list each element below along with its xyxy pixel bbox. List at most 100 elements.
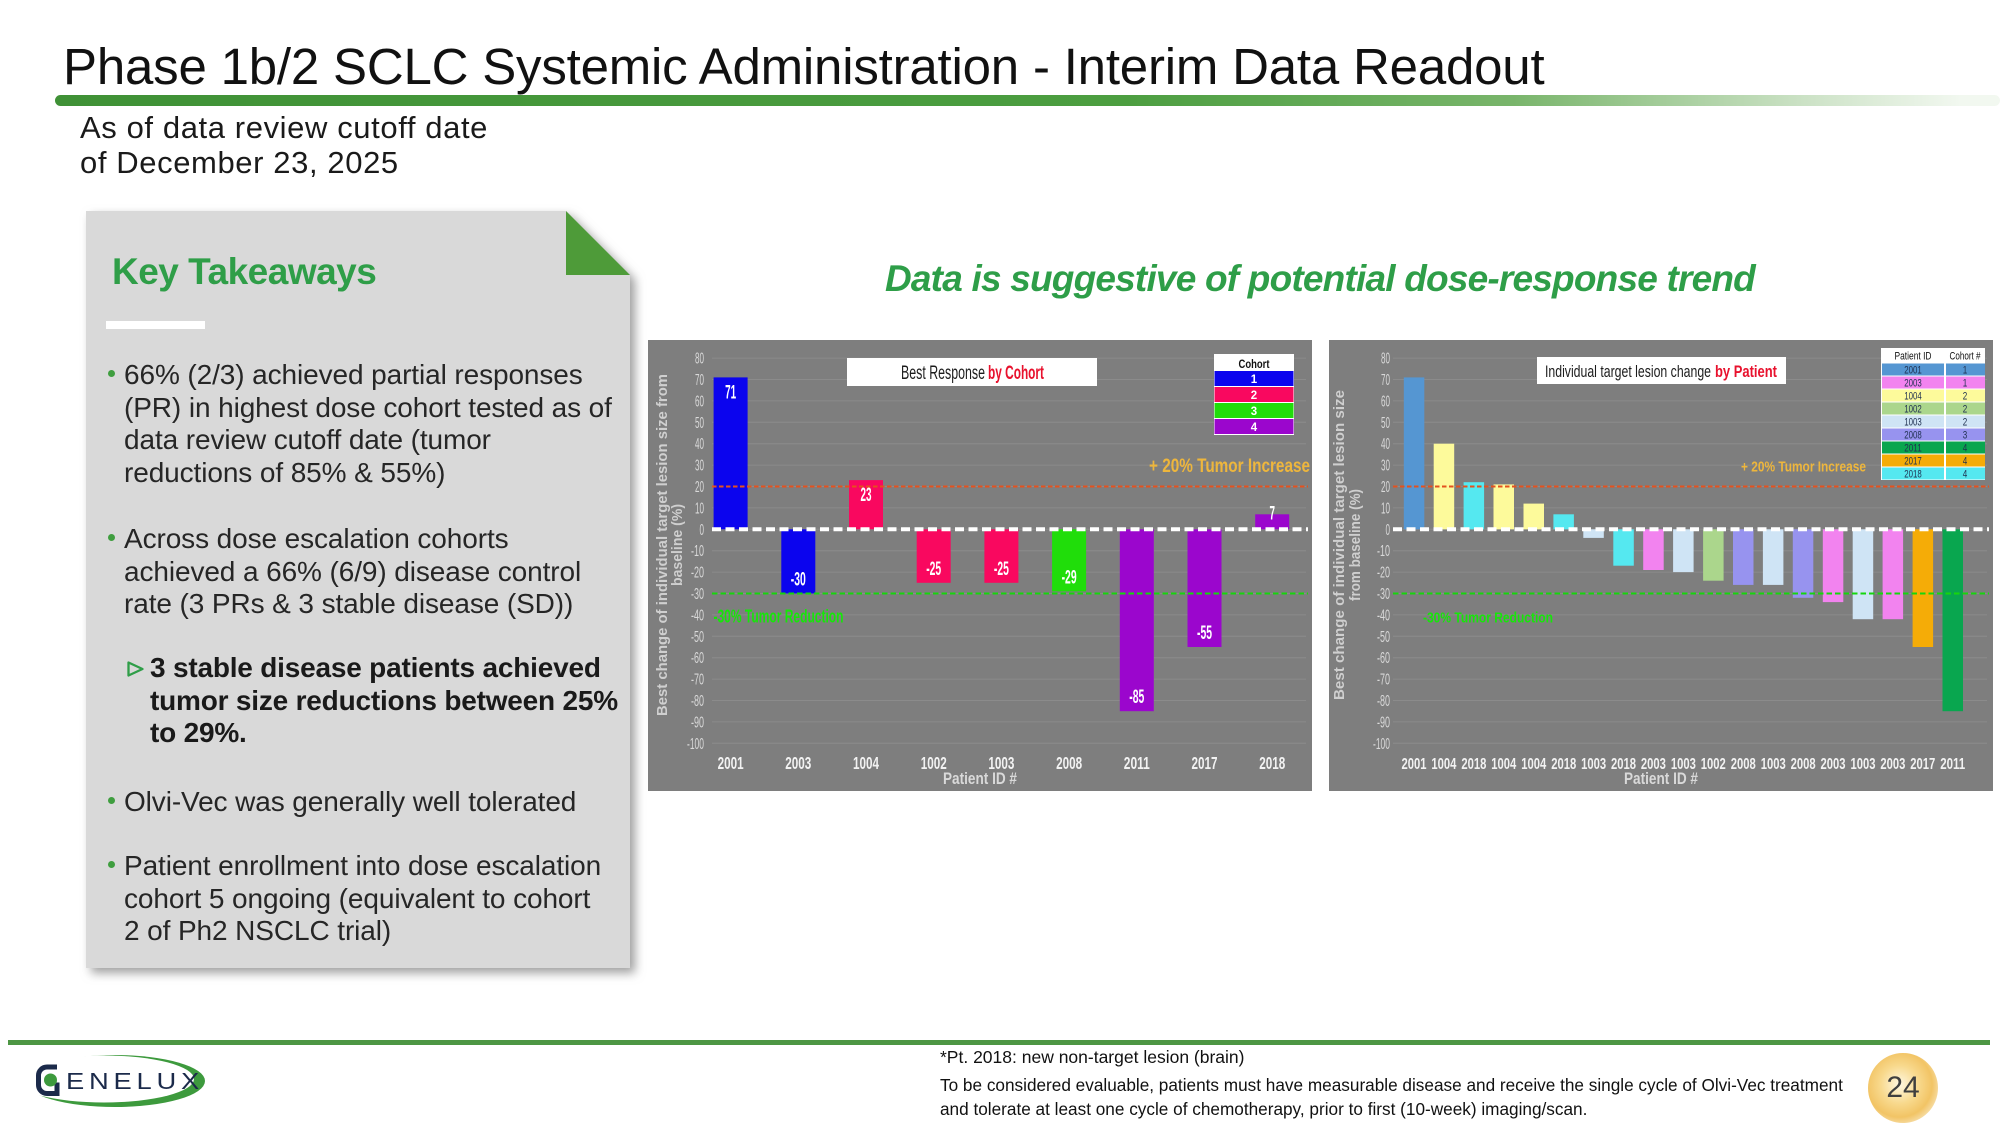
svg-text:2008: 2008 bbox=[1791, 756, 1816, 773]
svg-text:30: 30 bbox=[695, 458, 704, 475]
svg-text:-80: -80 bbox=[691, 693, 704, 710]
svg-text:-25: -25 bbox=[926, 559, 941, 580]
svg-text:10: 10 bbox=[1381, 500, 1390, 517]
svg-text:-100: -100 bbox=[687, 736, 704, 753]
svg-text:-20: -20 bbox=[1377, 565, 1390, 582]
svg-text:70: 70 bbox=[1381, 372, 1390, 389]
svg-text:2011: 2011 bbox=[1940, 756, 1965, 773]
svg-text:-60: -60 bbox=[1377, 650, 1390, 667]
svg-text:2018: 2018 bbox=[1904, 469, 1922, 481]
svg-text:4: 4 bbox=[1963, 469, 1968, 481]
svg-text:0: 0 bbox=[1386, 522, 1391, 539]
svg-text:1004: 1004 bbox=[853, 753, 879, 773]
svg-text:2018: 2018 bbox=[1461, 756, 1486, 773]
svg-text:-80: -80 bbox=[1377, 693, 1390, 710]
svg-text:80: 80 bbox=[695, 351, 704, 368]
svg-text:4: 4 bbox=[1251, 422, 1258, 434]
svg-text:Best change of individual tar: Best change of individual target lesion … bbox=[654, 374, 671, 716]
svg-text:-10: -10 bbox=[691, 543, 704, 560]
svg-text:-30% Tumor Reduction: -30% Tumor Reduction bbox=[1423, 611, 1553, 627]
svg-text:Patient ID #: Patient ID # bbox=[1624, 769, 1698, 788]
svg-text:2003: 2003 bbox=[1821, 756, 1846, 773]
svg-text:ENELUX: ENELUX bbox=[66, 1068, 204, 1094]
svg-text:Individual target lesion chang: Individual target lesion change bbox=[1545, 362, 1711, 381]
svg-text:0: 0 bbox=[700, 522, 705, 539]
svg-text:-70: -70 bbox=[691, 672, 704, 689]
svg-text:2018: 2018 bbox=[1551, 756, 1576, 773]
svg-text:-20: -20 bbox=[691, 565, 704, 582]
svg-text:+ 20% Tumor Increase: + 20% Tumor Increase bbox=[1149, 456, 1310, 477]
svg-text:baseline (%): baseline (%) bbox=[669, 504, 686, 586]
svg-text:7: 7 bbox=[1269, 503, 1275, 524]
svg-text:1004: 1004 bbox=[1521, 756, 1546, 773]
svg-text:Best change of individual tar: Best change of individual target lesion … bbox=[1331, 390, 1348, 700]
svg-text:-30: -30 bbox=[1377, 586, 1390, 603]
svg-text:2001: 2001 bbox=[1402, 756, 1427, 773]
svg-text:10: 10 bbox=[695, 500, 704, 517]
svg-text:2017: 2017 bbox=[1904, 456, 1922, 468]
svg-text:1003: 1003 bbox=[988, 753, 1014, 773]
svg-text:-30: -30 bbox=[691, 586, 704, 603]
svg-text:Cohort #: Cohort # bbox=[1950, 351, 1982, 363]
svg-text:4: 4 bbox=[1963, 443, 1968, 455]
svg-text:20: 20 bbox=[1381, 479, 1390, 496]
svg-text:2: 2 bbox=[1251, 390, 1257, 402]
svg-text:50: 50 bbox=[695, 415, 704, 432]
svg-text:70: 70 bbox=[695, 372, 704, 389]
svg-text:2017: 2017 bbox=[1192, 753, 1218, 773]
svg-text:1004: 1004 bbox=[1431, 756, 1456, 773]
svg-text:2: 2 bbox=[1963, 404, 1968, 416]
svg-text:-29: -29 bbox=[1062, 567, 1077, 588]
svg-text:3: 3 bbox=[1963, 430, 1968, 442]
svg-text:1003: 1003 bbox=[1904, 417, 1922, 429]
svg-text:-25: -25 bbox=[994, 559, 1009, 580]
svg-text:2: 2 bbox=[1963, 417, 1968, 429]
svg-text:50: 50 bbox=[1381, 415, 1390, 432]
svg-text:4: 4 bbox=[1963, 456, 1968, 468]
svg-text:2003: 2003 bbox=[1641, 756, 1666, 773]
svg-text:-30: -30 bbox=[791, 570, 806, 591]
svg-text:2003: 2003 bbox=[1904, 378, 1922, 390]
svg-text:2003: 2003 bbox=[785, 753, 811, 773]
svg-text:60: 60 bbox=[695, 393, 704, 410]
svg-text:1003: 1003 bbox=[1851, 756, 1876, 773]
svg-text:3: 3 bbox=[1251, 406, 1257, 418]
svg-text:-50: -50 bbox=[691, 629, 704, 646]
svg-text:2001: 2001 bbox=[718, 753, 744, 773]
svg-text:1: 1 bbox=[1963, 378, 1968, 390]
svg-text:2017: 2017 bbox=[1910, 756, 1935, 773]
svg-text:Best Response: Best Response bbox=[901, 363, 985, 384]
svg-text:2008: 2008 bbox=[1731, 756, 1756, 773]
svg-text:2: 2 bbox=[1963, 391, 1968, 403]
svg-text:71: 71 bbox=[725, 382, 736, 403]
svg-text:1002: 1002 bbox=[1904, 404, 1922, 416]
svg-text:-90: -90 bbox=[1377, 714, 1390, 731]
svg-text:-85: -85 bbox=[1129, 687, 1144, 708]
svg-text:by Cohort: by Cohort bbox=[988, 363, 1044, 384]
svg-text:1002: 1002 bbox=[1701, 756, 1726, 773]
svg-text:2011: 2011 bbox=[1124, 753, 1150, 773]
svg-text:1003: 1003 bbox=[1761, 756, 1786, 773]
svg-text:20: 20 bbox=[695, 479, 704, 496]
svg-text:2018: 2018 bbox=[1611, 756, 1636, 773]
svg-text:80: 80 bbox=[1381, 351, 1390, 368]
svg-text:1: 1 bbox=[1251, 374, 1258, 386]
svg-text:2008: 2008 bbox=[1056, 753, 1082, 773]
svg-text:30: 30 bbox=[1381, 458, 1390, 475]
svg-text:by Patient: by Patient bbox=[1715, 362, 1777, 381]
svg-text:40: 40 bbox=[1381, 436, 1390, 453]
svg-text:1004: 1004 bbox=[1904, 391, 1922, 403]
svg-text:+ 20% Tumor Increase: + 20% Tumor Increase bbox=[1741, 460, 1866, 476]
svg-text:-10: -10 bbox=[1377, 543, 1390, 560]
svg-text:2011: 2011 bbox=[1904, 443, 1922, 455]
svg-text:40: 40 bbox=[695, 436, 704, 453]
svg-text:from baseline (%): from baseline (%) bbox=[1347, 489, 1364, 601]
svg-text:-40: -40 bbox=[1377, 607, 1390, 624]
svg-text:-90: -90 bbox=[691, 714, 704, 731]
svg-text:Patient ID: Patient ID bbox=[1895, 351, 1932, 363]
svg-text:1003: 1003 bbox=[1581, 756, 1606, 773]
svg-text:-40: -40 bbox=[691, 607, 704, 624]
svg-text:-50: -50 bbox=[1377, 629, 1390, 646]
svg-text:1002: 1002 bbox=[921, 753, 947, 773]
svg-text:-55: -55 bbox=[1197, 623, 1212, 644]
